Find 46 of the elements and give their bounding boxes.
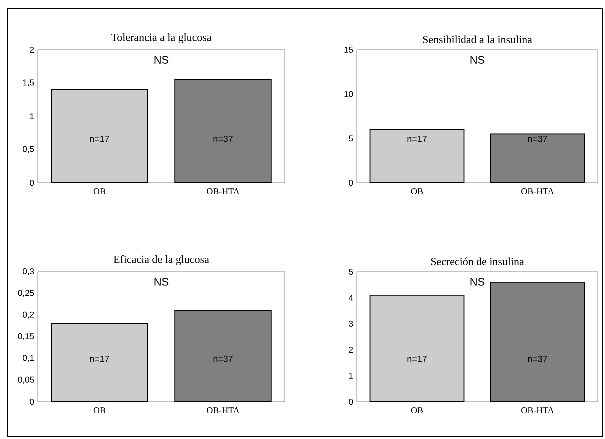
annotation: n=17: [408, 356, 427, 362]
y-tick-label: 5: [349, 269, 354, 275]
y-tick-label: 0: [349, 180, 354, 186]
chart-title: Eficacia de la glucosa: [114, 255, 210, 266]
y-tick-label: 5: [349, 136, 354, 142]
y-tick-label: 4: [348, 295, 354, 301]
y-tick-label: 2: [349, 347, 354, 353]
annotation: n=37: [214, 136, 233, 142]
y-tick-label: 0,25: [18, 290, 34, 298]
y-tick-label: 0,05: [18, 376, 34, 384]
x-tick-label: OB: [94, 408, 106, 414]
y-tick-label: 1: [30, 114, 34, 120]
y-tick-label: 0: [30, 399, 34, 405]
y-tick-label: 15: [344, 47, 354, 53]
annotation: n=17: [90, 136, 110, 142]
annotation: n=17: [90, 356, 110, 362]
y-tick-label: 2: [30, 47, 34, 53]
x-tick-label: OB: [94, 188, 106, 195]
annotation: n=37: [528, 356, 548, 362]
y-tick-label: 1: [349, 373, 354, 379]
annotation: NS: [470, 56, 485, 64]
chart-title: Tolerancia a la glucosa: [111, 34, 212, 44]
y-tick-label: 0,2: [23, 312, 34, 319]
y-tick-label: 0: [30, 180, 34, 186]
x-tick-label: OB-HTA: [207, 188, 240, 195]
x-tick-label: OB-HTA: [522, 408, 554, 414]
x-tick-label: OB: [411, 408, 424, 414]
annotation: n=37: [528, 136, 548, 142]
x-tick-label: OB: [411, 188, 424, 195]
annotation: n=17: [408, 136, 427, 142]
annotation: NS: [154, 278, 169, 286]
y-tick-label: 0: [349, 399, 354, 405]
y-tick-label: 10: [344, 91, 354, 98]
chart-title: Sensibilidad a la insulina: [423, 36, 532, 44]
y-tick-label: 0,3: [23, 268, 34, 276]
y-tick-label: 1,5: [23, 80, 34, 87]
chart-title: Secreción de insulina: [431, 258, 524, 266]
x-tick-label: OB-HTA: [207, 408, 240, 414]
y-tick-label: 0,1: [23, 355, 34, 362]
y-tick-label: 3: [349, 321, 354, 327]
x-tick-label: OB-HTA: [522, 188, 554, 195]
annotation: NS: [154, 56, 169, 64]
annotation: NS: [470, 278, 485, 286]
y-tick-label: 0,5: [23, 146, 34, 154]
annotation: n=37: [214, 356, 233, 362]
y-tick-label: 0,15: [18, 334, 34, 340]
